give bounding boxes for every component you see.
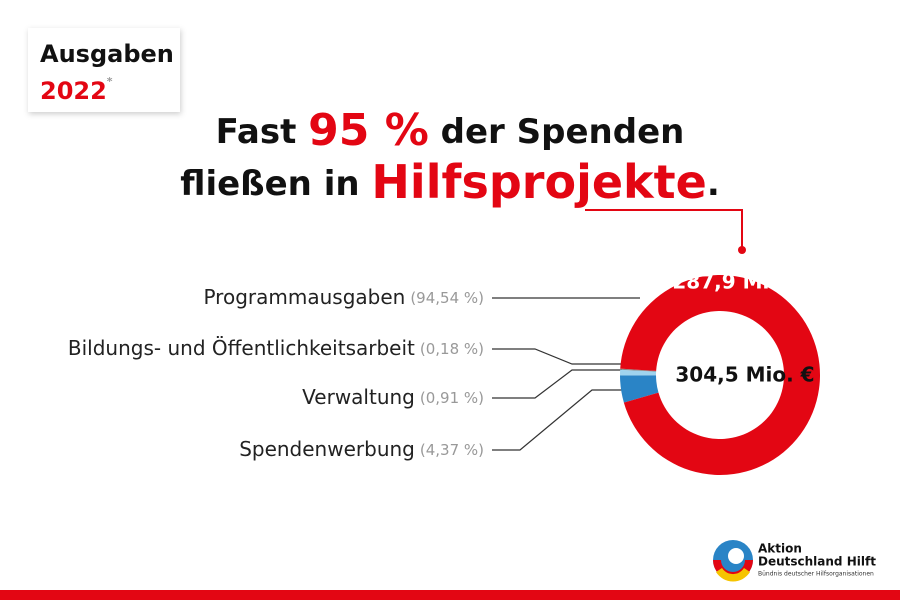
logo-text: Deutschland Hilft xyxy=(758,555,876,569)
title-part: fließen in xyxy=(180,164,371,204)
category-label: Verwaltung (0,91 %) xyxy=(302,385,484,409)
category-label: Spendenwerbung (4,37 %) xyxy=(239,437,484,461)
donut-segment xyxy=(620,375,659,403)
logo-subtext: Bündnis deutscher Hilfsorganisationen xyxy=(758,571,874,578)
year-mark: * xyxy=(107,75,113,88)
leader-lines xyxy=(492,297,640,451)
logo-mark xyxy=(728,548,744,564)
category-name: Bildungs- und Öffentlichkeitsarbeit xyxy=(68,336,415,360)
value-label: (94,54 %) xyxy=(410,289,484,307)
bottom-bar xyxy=(0,590,900,600)
header-year: 2022* xyxy=(40,75,113,105)
donut-segment xyxy=(620,368,657,372)
title-line-2: fließen in Hilfsprojekte. xyxy=(180,155,719,209)
logo-text: Aktion xyxy=(758,542,802,556)
value-label: (0,18 %) xyxy=(420,340,484,358)
segment-label: 287,9 Mio. € xyxy=(672,270,811,294)
logo: Aktion Deutschland Hilft Bündnis deutsch… xyxy=(713,540,876,582)
category-label: Bildungs- und Öffentlichkeitsarbeit (0,18… xyxy=(68,336,484,360)
category-name: Programmausgaben xyxy=(203,285,405,309)
logo-mark xyxy=(716,568,750,582)
title-part: der Spenden xyxy=(429,112,685,152)
title-part: Fast xyxy=(216,112,309,152)
title-highlight: Hilfsprojekte xyxy=(371,155,706,209)
donut xyxy=(619,275,820,475)
total-label: 304,5 Mio. € xyxy=(675,363,814,387)
category-name: Spendenwerbung xyxy=(239,437,415,461)
header-title: Ausgaben xyxy=(40,40,174,68)
donut-segment xyxy=(619,369,657,376)
category-label: Programmausgaben (94,54 %) xyxy=(203,285,484,309)
title-leader xyxy=(585,209,743,248)
value-label: (0,91 %) xyxy=(420,389,484,407)
title-line-1: Fast 95 % der Spenden xyxy=(216,105,685,156)
category-labels: Programmausgaben (94,54 %) Bildungs- und Ö… xyxy=(68,285,484,461)
header-box xyxy=(28,28,180,112)
title-part: . xyxy=(707,164,720,204)
category-name: Verwaltung xyxy=(302,385,415,409)
value-label: (4,37 %) xyxy=(420,441,484,459)
donut-segment xyxy=(620,275,820,475)
title-leader-dot xyxy=(738,246,746,254)
year: 2022 xyxy=(40,77,107,105)
title-highlight: 95 % xyxy=(308,105,429,156)
